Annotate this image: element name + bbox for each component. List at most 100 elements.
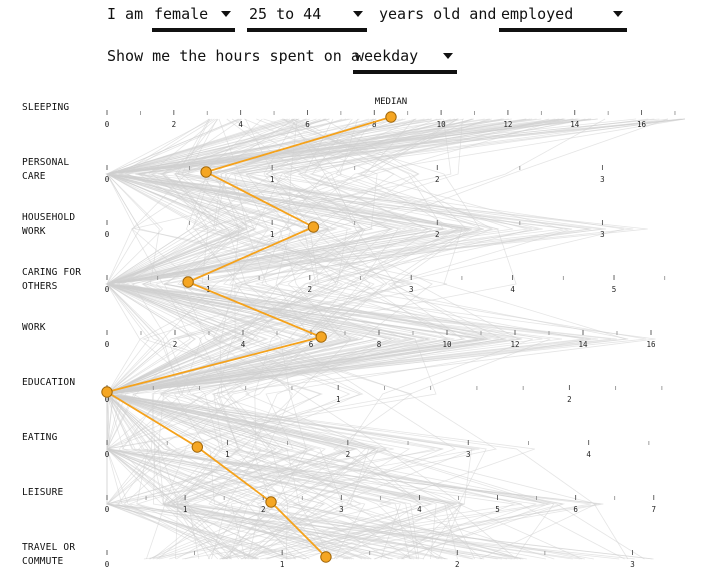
category-label-line: CARING FOR bbox=[22, 267, 81, 278]
median-point[interactable] bbox=[265, 496, 277, 508]
respondent-line bbox=[105, 118, 585, 560]
tick-label: 1 bbox=[183, 505, 188, 514]
day-select[interactable]: weekday bbox=[353, 46, 457, 74]
tick-label: 4 bbox=[510, 285, 515, 294]
tick-label: 14 bbox=[578, 340, 588, 349]
sentence-middle-text: years old and bbox=[379, 5, 497, 23]
category-label-line: PERSONAL bbox=[22, 157, 69, 168]
respondent-line bbox=[105, 118, 419, 560]
respondent-line bbox=[106, 118, 310, 560]
median-point[interactable] bbox=[315, 331, 327, 343]
respondent-line bbox=[106, 118, 617, 560]
median-point[interactable] bbox=[307, 221, 320, 233]
respondent-line bbox=[193, 118, 656, 560]
respondent-line bbox=[105, 118, 655, 560]
respondent-line bbox=[106, 118, 528, 560]
tick-label: 14 bbox=[570, 120, 580, 129]
tick-label: 2 bbox=[173, 340, 178, 349]
tick-label: 0 bbox=[105, 120, 110, 129]
respondent-line bbox=[105, 118, 537, 560]
chevron-down-icon bbox=[221, 11, 231, 17]
category-label-line: CARE bbox=[22, 171, 46, 182]
category-label: CARING FOR OTHERS bbox=[22, 267, 81, 292]
respondent-line bbox=[200, 118, 645, 560]
median-point[interactable] bbox=[320, 551, 332, 563]
employment-select[interactable]: employed bbox=[499, 4, 627, 32]
respondent-line bbox=[106, 118, 654, 560]
category-label: EATING bbox=[22, 432, 58, 443]
tick-label: 4 bbox=[417, 505, 422, 514]
respondent-line bbox=[105, 118, 472, 560]
respondent-line bbox=[105, 118, 629, 560]
tick-label: 16 bbox=[646, 340, 656, 349]
category-label: HOUSEHOLD WORK bbox=[22, 212, 75, 237]
respondent-line bbox=[106, 118, 507, 560]
chevron-down-icon bbox=[353, 11, 363, 17]
respondent-line bbox=[105, 118, 367, 560]
tick-label: 3 bbox=[630, 560, 635, 569]
respondent-line bbox=[105, 118, 563, 560]
category-axes: 0 2 4 6 8 10 12 14 160 1 2 30 1 2 30 1 2 3 4 50 2 4 6 8 10 12 14 16… bbox=[105, 110, 676, 569]
category-labels: SLEEPING PERSONAL CARE HOUSEHOLD WORK CARING … bbox=[22, 102, 81, 567]
respondent-line bbox=[106, 118, 592, 560]
age-select[interactable]: 25 to 44 bbox=[247, 4, 367, 32]
category-label: TRAVEL OR COMMUTE bbox=[22, 542, 75, 567]
category-label-line: COMMUTE bbox=[22, 556, 64, 567]
category-label-line: LEISURE bbox=[22, 487, 64, 498]
tick-label: 0 bbox=[105, 175, 110, 184]
filter-controls: I am female 25 to 44 years old and emplo… bbox=[0, 0, 713, 80]
tick-label: 4 bbox=[238, 120, 243, 129]
median-point[interactable] bbox=[385, 111, 397, 123]
respondent-line bbox=[106, 118, 448, 560]
tick-label: 1 bbox=[280, 560, 285, 569]
tick-label: 2 bbox=[346, 450, 351, 459]
chevron-down-icon bbox=[613, 11, 623, 17]
respondent-line bbox=[106, 118, 520, 560]
respondent-line bbox=[106, 118, 686, 560]
tick-label: 0 bbox=[105, 395, 110, 404]
tick-label: 6 bbox=[305, 120, 310, 129]
category-label: LEISURE bbox=[22, 487, 64, 498]
category-label: WORK bbox=[22, 322, 46, 333]
category-label-line: OTHERS bbox=[22, 281, 58, 292]
respondent-line bbox=[105, 118, 444, 560]
tick-label: 12 bbox=[503, 120, 512, 129]
median-point[interactable] bbox=[200, 166, 212, 178]
category-label: PERSONAL CARE bbox=[22, 157, 69, 182]
respondent-line bbox=[106, 118, 686, 560]
category-label-line: EDUCATION bbox=[22, 377, 75, 388]
sentence-prefix-i-am: I am bbox=[107, 5, 144, 23]
respondent-line bbox=[106, 118, 377, 560]
respondent-line bbox=[106, 118, 509, 560]
age-select-value: 25 to 44 bbox=[249, 5, 322, 23]
sex-select[interactable]: female bbox=[152, 4, 235, 32]
respondent-line bbox=[105, 118, 448, 560]
respondent-line bbox=[106, 118, 458, 560]
tick-label: 2 bbox=[455, 560, 460, 569]
respondent-line bbox=[219, 118, 683, 560]
respondent-line bbox=[105, 118, 447, 560]
median-point[interactable] bbox=[191, 441, 204, 453]
category-label-line: TRAVEL OR bbox=[22, 542, 75, 553]
tick-label: 2 bbox=[435, 175, 440, 184]
category-label-line: SLEEPING bbox=[22, 102, 69, 113]
respondent-line bbox=[106, 118, 523, 560]
respondent-line bbox=[106, 118, 606, 560]
tick-label: 0 bbox=[105, 450, 110, 459]
tick-label: 10 bbox=[437, 120, 447, 129]
respondent-line bbox=[106, 118, 488, 560]
tick-label: 3 bbox=[466, 450, 471, 459]
median-series: MEDIAN bbox=[101, 97, 407, 563]
median-point[interactable] bbox=[182, 276, 194, 288]
tick-label: 5 bbox=[612, 285, 617, 294]
respondent-line bbox=[184, 118, 362, 560]
tick-label: 1 bbox=[225, 450, 230, 459]
sentence-prefix-show-hours: Show me the hours spent on a bbox=[107, 47, 360, 65]
median-point[interactable] bbox=[101, 386, 113, 398]
tick-label: 2 bbox=[172, 120, 177, 129]
tick-label: 10 bbox=[442, 340, 452, 349]
tick-label: 6 bbox=[309, 340, 314, 349]
tick-label: 16 bbox=[637, 120, 647, 129]
respondent-line bbox=[218, 118, 686, 560]
tick-label: 2 bbox=[435, 230, 440, 239]
